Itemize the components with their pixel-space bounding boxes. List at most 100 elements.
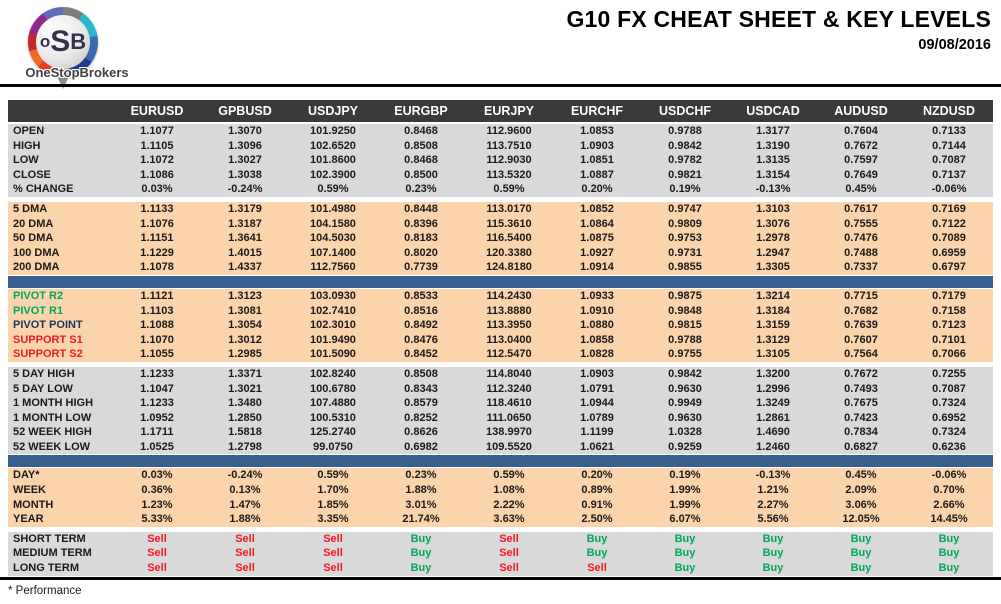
value-cell: 1.0328: [641, 425, 729, 440]
value-cell: 0.7597: [817, 153, 905, 168]
value-cell: 101.9250: [289, 123, 377, 139]
value-cell: 0.7604: [817, 123, 905, 139]
value-cell: 1.1078: [113, 260, 201, 276]
report-date: 09/08/2016: [918, 37, 991, 53]
row-1-month-high: 1 MONTH HIGH 1.1233 1.3480 107.4880 0.8579 11…: [8, 396, 993, 411]
value-cell: 0.8468: [377, 153, 465, 168]
value-cell: 0.7324: [905, 396, 993, 411]
value-cell: 2.66%: [905, 497, 993, 513]
row-open: OPEN 1.1077 1.3070 101.9250 0.8468 112.9600 1.…: [8, 123, 993, 139]
row-label: 20 DMA: [8, 216, 113, 232]
value-cell: 0.7255: [905, 366, 993, 382]
value-cell: 1.99%: [641, 483, 729, 498]
signal-cell: Buy: [553, 531, 641, 547]
value-cell: 0.9788: [641, 123, 729, 139]
value-cell: 1.1151: [113, 231, 201, 246]
signal-cell: Buy: [905, 531, 993, 547]
value-cell: -0.24%: [201, 182, 289, 197]
value-cell: 1.3177: [729, 123, 817, 139]
column-header-usdcad: USDCAD: [729, 100, 817, 124]
signal-cell: Buy: [641, 531, 729, 547]
value-cell: 1.3070: [201, 123, 289, 139]
value-cell: 0.03%: [113, 467, 201, 484]
top-rule: [0, 84, 1001, 87]
value-cell: 0.9809: [641, 216, 729, 232]
value-cell: 1.3021: [201, 381, 289, 397]
signal-cell: Sell: [289, 561, 377, 576]
logo-letter-o: o: [39, 32, 51, 51]
value-cell: 0.7423: [817, 410, 905, 426]
value-cell: 1.08%: [465, 483, 553, 498]
value-cell: 124.8180: [465, 260, 553, 276]
value-cell: 104.1580: [289, 216, 377, 232]
logo-letter-b: B: [70, 29, 87, 54]
value-cell: 1.3371: [201, 366, 289, 382]
value-cell: 0.7169: [905, 201, 993, 217]
value-cell: 0.8492: [377, 318, 465, 333]
value-cell: 1.23%: [113, 497, 201, 513]
signal-cell: Buy: [377, 561, 465, 576]
value-cell: 0.91%: [553, 497, 641, 513]
value-cell: 113.5320: [465, 167, 553, 183]
bottom-rule: [0, 577, 1001, 580]
value-cell: 0.19%: [641, 467, 729, 484]
value-cell: 1.3214: [729, 288, 817, 304]
value-cell: 1.0828: [553, 347, 641, 362]
column-header-nzdusd: NZDUSD: [905, 100, 993, 124]
value-cell: 0.9630: [641, 381, 729, 397]
value-cell: 0.45%: [817, 467, 905, 484]
value-cell: 0.9747: [641, 201, 729, 217]
value-cell: 0.23%: [377, 182, 465, 197]
signal-cell: Buy: [729, 546, 817, 562]
value-cell: 0.8626: [377, 425, 465, 440]
value-cell: 0.7834: [817, 425, 905, 440]
logo-letter-s: S: [50, 25, 71, 58]
value-cell: 113.0170: [465, 201, 553, 217]
value-cell: 113.0400: [465, 332, 553, 348]
value-cell: 14.45%: [905, 512, 993, 527]
value-cell: 1.4690: [729, 425, 817, 440]
value-cell: 112.9600: [465, 123, 553, 139]
row-label: 1 MONTH HIGH: [8, 396, 113, 411]
fx-cheat-sheet-table: EURUSD GPBUSD USDJPY EURGBP EURJPY EURCHF USDC…: [8, 100, 993, 576]
value-cell: 1.1086: [113, 167, 201, 183]
value-cell: 112.3240: [465, 381, 553, 397]
value-cell: 2.50%: [553, 512, 641, 527]
value-cell: 1.3200: [729, 366, 817, 382]
value-cell: 1.3103: [729, 201, 817, 217]
value-cell: 1.1088: [113, 318, 201, 333]
value-cell: 0.8448: [377, 201, 465, 217]
signal-cell: Buy: [641, 561, 729, 576]
value-cell: 0.7715: [817, 288, 905, 304]
signal-cell: Buy: [817, 546, 905, 562]
gap-space: [8, 361, 993, 367]
value-cell: 120.3380: [465, 245, 553, 261]
column-header-usdjpy: USDJPY: [289, 100, 377, 124]
value-cell: 118.4610: [465, 396, 553, 411]
row-label: SHORT TERM: [8, 531, 113, 547]
row-label: 52 WEEK LOW: [8, 439, 113, 455]
value-cell: 1.1077: [113, 123, 201, 139]
value-cell: 0.8252: [377, 410, 465, 426]
value-cell: 0.7137: [905, 167, 993, 183]
row-52-week-high: 52 WEEK HIGH 1.1711 1.5818 125.2740 0.8626 13…: [8, 425, 993, 440]
value-cell: 1.3123: [201, 288, 289, 304]
value-cell: 1.0864: [553, 216, 641, 232]
value-cell: 1.1233: [113, 366, 201, 382]
value-cell: 3.01%: [377, 497, 465, 513]
value-cell: 1.1229: [113, 245, 201, 261]
value-cell: 0.9875: [641, 288, 729, 304]
row-label: MEDIUM TERM: [8, 546, 113, 562]
value-cell: 1.3105: [729, 347, 817, 362]
signal-cell: Buy: [641, 546, 729, 562]
divider-bar: [8, 274, 993, 289]
value-cell: 1.1199: [553, 425, 641, 440]
row-label: 5 DAY HIGH: [8, 366, 113, 382]
signal-cell: Buy: [377, 546, 465, 562]
row-support-s1: SUPPORT S1 1.1070 1.3012 101.9490 0.8476 113.…: [8, 332, 993, 348]
value-cell: 0.45%: [817, 182, 905, 197]
row-1-month-low: 1 MONTH LOW 1.0952 1.2850 100.5310 0.8252 111…: [8, 410, 993, 426]
